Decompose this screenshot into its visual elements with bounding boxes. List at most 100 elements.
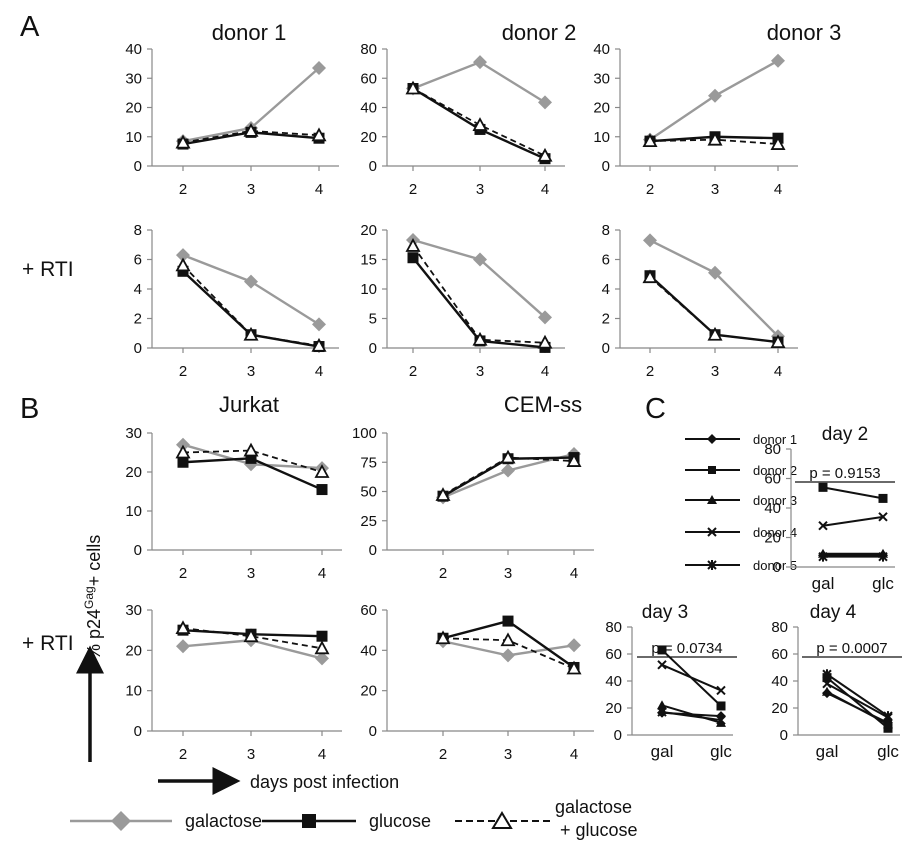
chart-7-series-2-point-2 [245, 452, 257, 464]
chart-3-series-1-point-3 [771, 53, 785, 68]
chart-8-series-1-point-2 [501, 463, 515, 478]
chart-4-ytick-label: 0 [134, 340, 142, 357]
chart-7-ytick-label: 0 [134, 542, 142, 559]
chart-9-series-3-line [182, 627, 323, 650]
chart-1: 0 10 20 30 40 2 3 4 donor 1 [125, 20, 339, 198]
chart-12-series-2-point-1 [657, 645, 667, 655]
chart-8-series-3-point-3 [566, 453, 582, 467]
chart-5-series-1-line [412, 238, 546, 319]
chart-5-series-2-point-1 [407, 252, 419, 264]
chart-13-ytick-label: 60 [771, 646, 788, 663]
chart-12-series-2-point-2 [716, 701, 726, 711]
chart-2: 0 20 40 60 80 2 3 4 donor 2 [360, 20, 576, 198]
chart-3: 0 10 20 30 40 2 3 4 donor 3 [593, 20, 841, 198]
chart-1-ytick-label: 10 [125, 129, 142, 146]
chart-8-ytick-label: 100 [352, 425, 377, 442]
chart-2-series-1-point-3 [538, 95, 552, 110]
chart-11-series-2-point-2 [878, 493, 888, 503]
chart-6-series-1-line [649, 239, 779, 338]
chart-10-series-3-point-3 [566, 660, 582, 675]
chart-13-p-value: p = 0.0007 [816, 640, 887, 657]
chart-9-ytick-label: 0 [134, 723, 142, 740]
chart-5-series-1-point-3 [538, 310, 552, 325]
chart-9-ytick-label: 10 [125, 683, 142, 700]
chart-12-ytick-label: 0 [614, 727, 622, 744]
chart-12-series-4-point-2 [716, 685, 726, 696]
chart-2-series-3-point-1 [405, 80, 421, 95]
chart-11-ytick-label: 20 [764, 530, 781, 547]
chart-11-xtick-label: glc [872, 574, 894, 593]
chart-6-ytick-label: 0 [602, 340, 610, 357]
chart-9-series-2-point-3 [316, 630, 328, 642]
chart-12-ytick-label: 60 [605, 646, 622, 663]
chart-1-title: donor 1 [212, 20, 287, 45]
chart-9-series-3-point-2 [243, 628, 259, 643]
chart-5-ytick-label: 15 [360, 252, 377, 269]
chart-4-xtick-label: 3 [247, 363, 255, 380]
chart-7-ytick-label: 20 [125, 464, 142, 481]
chart-7-ytick-label: 30 [125, 425, 142, 442]
donor-5-legend-label: donor 5 [753, 558, 797, 573]
rti-row-label-a: + RTI [22, 258, 74, 281]
chart-5-series-1-point-2 [473, 252, 487, 267]
chart-4-ytick-label: 8 [134, 222, 142, 239]
chart-4-ytick-label: 2 [134, 311, 142, 328]
chart-1-series-3-line [182, 129, 320, 144]
chart-8-ytick-label: 50 [360, 484, 377, 501]
donor-legend: donor 1 donor 2 donor 3 donor 4 donor 5 [685, 432, 797, 573]
chart-5-ytick-label: 20 [360, 222, 377, 239]
donor-legend-row-3: donor 3 [685, 493, 797, 508]
chart-7-ytick-label: 10 [125, 503, 142, 520]
chart-1-xtick-label: 4 [315, 181, 323, 198]
chart-8-series-3-point-2 [500, 449, 516, 464]
chart-1-series-1-point-3 [312, 61, 326, 76]
chart-9-series-3-point-3 [314, 640, 330, 655]
chart-7-series-3-point-1 [175, 444, 191, 459]
chart-4-series-3-point-3 [311, 337, 327, 352]
chart-11-ytick-label: 0 [773, 559, 781, 576]
chart-6-series-1-point-2 [708, 265, 722, 280]
chart-10-ytick-label: 40 [360, 642, 377, 659]
chart-4-ytick-label: 4 [134, 281, 142, 298]
chart-12-title: day 3 [642, 602, 688, 623]
chart-11-ytick-label: 40 [764, 500, 781, 517]
chart-2-ytick-label: 80 [360, 41, 377, 58]
chart-9-ytick-label: 30 [125, 602, 142, 619]
chart-11-series-5-point-2 [878, 551, 888, 562]
chart-3-ytick-label: 30 [593, 70, 610, 87]
chart-1-ytick-label: 40 [125, 41, 142, 58]
chart-2-xtick-label: 4 [541, 181, 549, 198]
chart-13-ytick-label: 40 [771, 673, 788, 690]
chart-6-xtick-label: 3 [711, 363, 719, 380]
chart-4-ytick-label: 6 [134, 252, 142, 269]
chart-5-ytick-label: 5 [369, 311, 377, 328]
chart-7-xtick-label: 4 [318, 565, 326, 582]
chart-13-series-5-point-2 [883, 711, 893, 722]
chart-2-ytick-label: 20 [360, 129, 377, 146]
chart-6-series-3-point-2 [707, 326, 723, 341]
panel-letter-b: B [20, 393, 39, 425]
chart-12-xtick-label: gal [651, 742, 674, 761]
chart-10-ytick-label: 20 [360, 683, 377, 700]
chart-3-xtick-label: 2 [646, 181, 654, 198]
chart-6-ytick-label: 4 [602, 281, 610, 298]
chart-13-xtick-label: glc [877, 742, 899, 761]
chart-13-series-4-line [826, 682, 889, 719]
chart-7-series-3-point-2 [243, 442, 259, 457]
chart-5-series-3-point-1 [405, 238, 421, 252]
chart-13: 0 20 40 60 80 gal glc day 4 p = 0.0007 [771, 602, 902, 761]
chart-5-xtick-label: 3 [476, 363, 484, 380]
chart-13-series-5-point-1 [822, 669, 832, 680]
chart-8-series-3-point-1 [435, 487, 451, 501]
legend-gal-glc-label-2: + glucose [560, 820, 638, 840]
chart-12-ytick-label: 20 [605, 700, 622, 717]
legend-glucose-label: glucose [369, 811, 431, 831]
chart-4-xtick-label: 4 [315, 363, 323, 380]
donor-4-legend-label: donor 4 [753, 525, 797, 540]
chart-9-xtick-label: 3 [247, 746, 255, 763]
chart-1-series-3-point-2 [243, 123, 259, 137]
main-legend: galactose glucose galactose + glucose [70, 797, 638, 840]
chart-13-title: day 4 [810, 602, 857, 623]
